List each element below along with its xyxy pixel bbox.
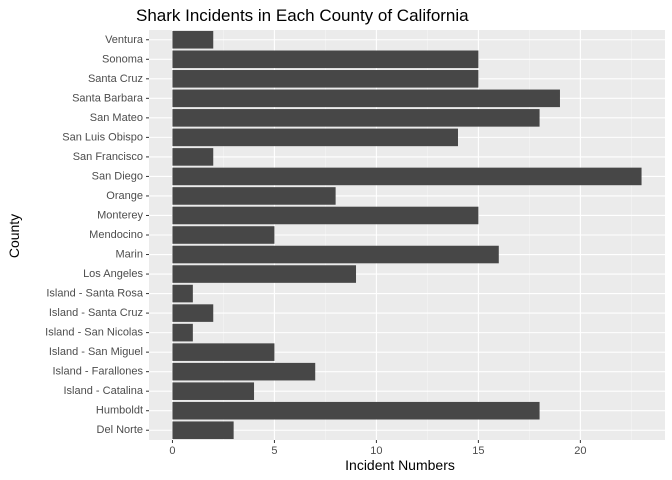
bar: [172, 343, 275, 361]
bar: [172, 401, 540, 420]
bar: [172, 323, 193, 342]
y-tick-label: Santa Cruz: [88, 73, 143, 85]
y-tick-label: Mendocino: [89, 229, 143, 241]
y-tick-label: San Luis Obispo: [62, 131, 143, 143]
y-tick-label: Ventura: [105, 34, 144, 46]
bar: [172, 30, 214, 49]
bar: [172, 128, 458, 147]
y-tick-label: Island - Santa Cruz: [49, 307, 143, 319]
y-axis: Ventura Sonoma Santa Cruz Santa Barbara San …: [45, 34, 149, 436]
x-axis: 0 5 10 15 20: [169, 440, 586, 457]
bar: [172, 265, 357, 283]
y-tick-label: Del Norte: [97, 424, 143, 436]
y-tick-label: Island - San Miguel: [49, 346, 143, 358]
bar: [172, 245, 499, 264]
bar: [172, 206, 479, 225]
y-tick-label: San Diego: [92, 170, 143, 182]
bar: [172, 362, 316, 381]
y-tick-label: San Francisco: [73, 151, 143, 163]
y-axis-title: County: [6, 214, 22, 258]
y-tick-label: Monterey: [97, 209, 143, 221]
x-tick-label: 10: [370, 445, 382, 457]
bar: [172, 148, 214, 166]
bar: [172, 382, 255, 400]
y-tick-label: Marin: [115, 249, 143, 261]
bar: [172, 89, 560, 108]
bar: [172, 226, 275, 244]
y-tick-label: Los Angeles: [83, 268, 143, 280]
x-tick-label: 5: [271, 445, 277, 457]
y-tick-label: Island - Santa Rosa: [46, 288, 143, 300]
x-tick-label: 0: [169, 445, 175, 457]
y-tick-label: Island - Farallones: [53, 366, 144, 378]
x-tick-label: 20: [574, 445, 586, 457]
y-tick-label: Sonoma: [102, 53, 144, 65]
bar: [172, 167, 642, 186]
bar: [172, 109, 540, 127]
x-axis-title: Incident Numbers: [345, 457, 455, 473]
y-tick-label: Humboldt: [96, 405, 143, 417]
bars: [172, 30, 642, 440]
bar: [172, 284, 193, 303]
bar: [172, 70, 479, 88]
y-tick-label: Santa Barbara: [72, 92, 144, 104]
y-tick-label: Island - Catalina: [64, 385, 144, 397]
bar: [172, 421, 234, 440]
bar: [172, 50, 479, 69]
chart-title: Shark Incidents in Each County of Califo…: [136, 6, 469, 25]
bar: [172, 304, 214, 322]
y-tick-label: San Mateo: [90, 112, 143, 124]
y-tick-label: Island - San Nicolas: [45, 327, 143, 339]
y-tick-label: Orange: [106, 190, 143, 202]
bar: [172, 187, 336, 205]
x-tick-label: 15: [472, 445, 484, 457]
